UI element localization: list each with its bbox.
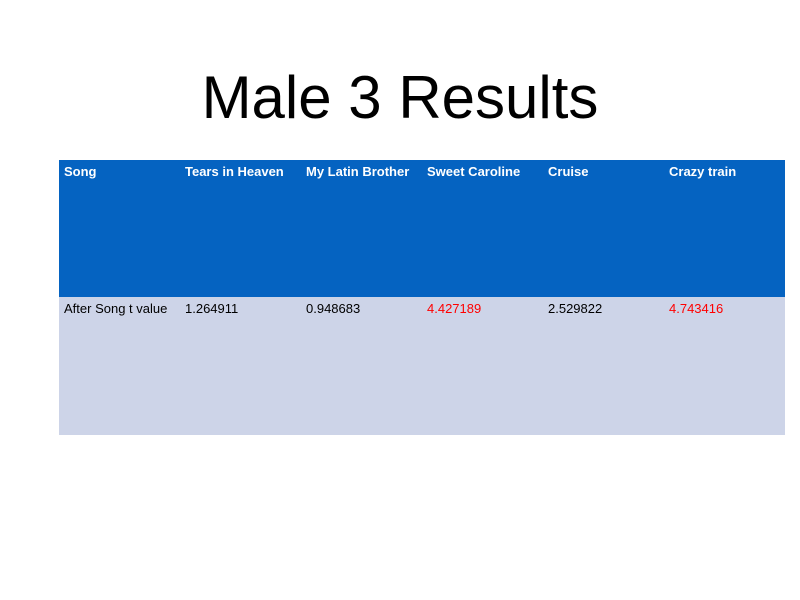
table-body: After Song t value 1.264911 0.948683 4.4271… [59,297,785,435]
header-cell: Crazy train [664,160,785,297]
table-row: After Song t value 1.264911 0.948683 4.4271… [59,297,785,435]
header-cell: Cruise [543,160,664,297]
header-row: Song Tears in Heaven My Latin Brother Sweet… [59,160,785,297]
results-table: Song Tears in Heaven My Latin Brother Sweet… [59,160,785,435]
table-cell: 1.264911 [180,297,301,435]
header-cell: Sweet Caroline [422,160,543,297]
table-cell: After Song t value [59,297,180,435]
header-cell: My Latin Brother [301,160,422,297]
table-cell: 4.743416 [664,297,785,435]
slide-title: Male 3 Results [201,64,599,131]
header-cell: Tears in Heaven [180,160,301,297]
table-cell: 2.529822 [543,297,664,435]
table-cell: 0.948683 [301,297,422,435]
table-header: Song Tears in Heaven My Latin Brother Sweet… [59,160,785,297]
table-cell: 4.427189 [422,297,543,435]
header-cell: Song [59,160,180,297]
